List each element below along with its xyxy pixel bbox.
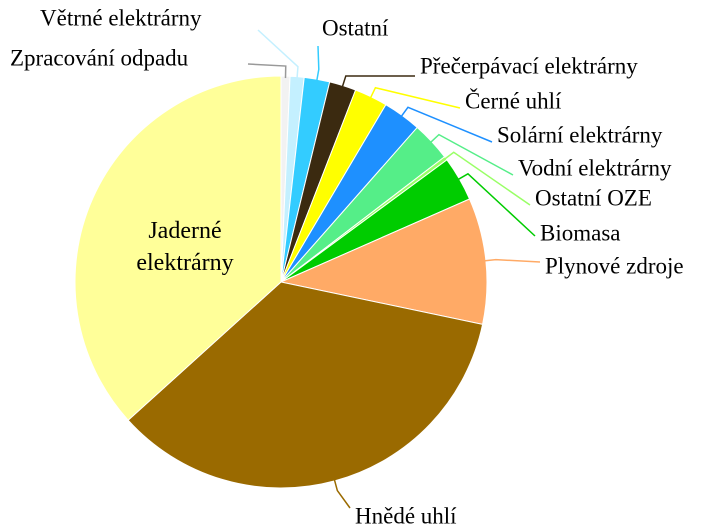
slice-label: Hnědé uhlí [355, 503, 457, 528]
leader-line [429, 133, 514, 176]
slice-label: Větrné elektrárny [40, 5, 202, 30]
leader-line [443, 151, 531, 206]
leader-line [315, 45, 320, 82]
leader-line [341, 75, 416, 88]
slice-label: Jaderné elektrárny [136, 218, 234, 276]
slice-label: Ostatní [322, 15, 389, 40]
slice [74, 75, 282, 421]
leader-line [400, 106, 493, 143]
slice-label: Vodní elektrárny [518, 155, 672, 180]
leader-line [369, 86, 461, 109]
leader-line [247, 63, 287, 79]
leader-line [483, 258, 541, 263]
slice-label: Černé uhlí [465, 87, 562, 113]
slice-label: Přečerpávací elektrárny [420, 53, 638, 78]
leader-line [333, 478, 351, 509]
slice-label: Zpracování odpadu [10, 45, 189, 70]
slice-label: Biomasa [540, 220, 621, 245]
leader-line [457, 172, 536, 237]
leader-line [257, 29, 299, 79]
slice-label: Plynové zdroje [545, 253, 684, 278]
slice-label: Ostatní OZE [535, 185, 652, 210]
slice-label: Solární elektrárny [497, 122, 663, 147]
